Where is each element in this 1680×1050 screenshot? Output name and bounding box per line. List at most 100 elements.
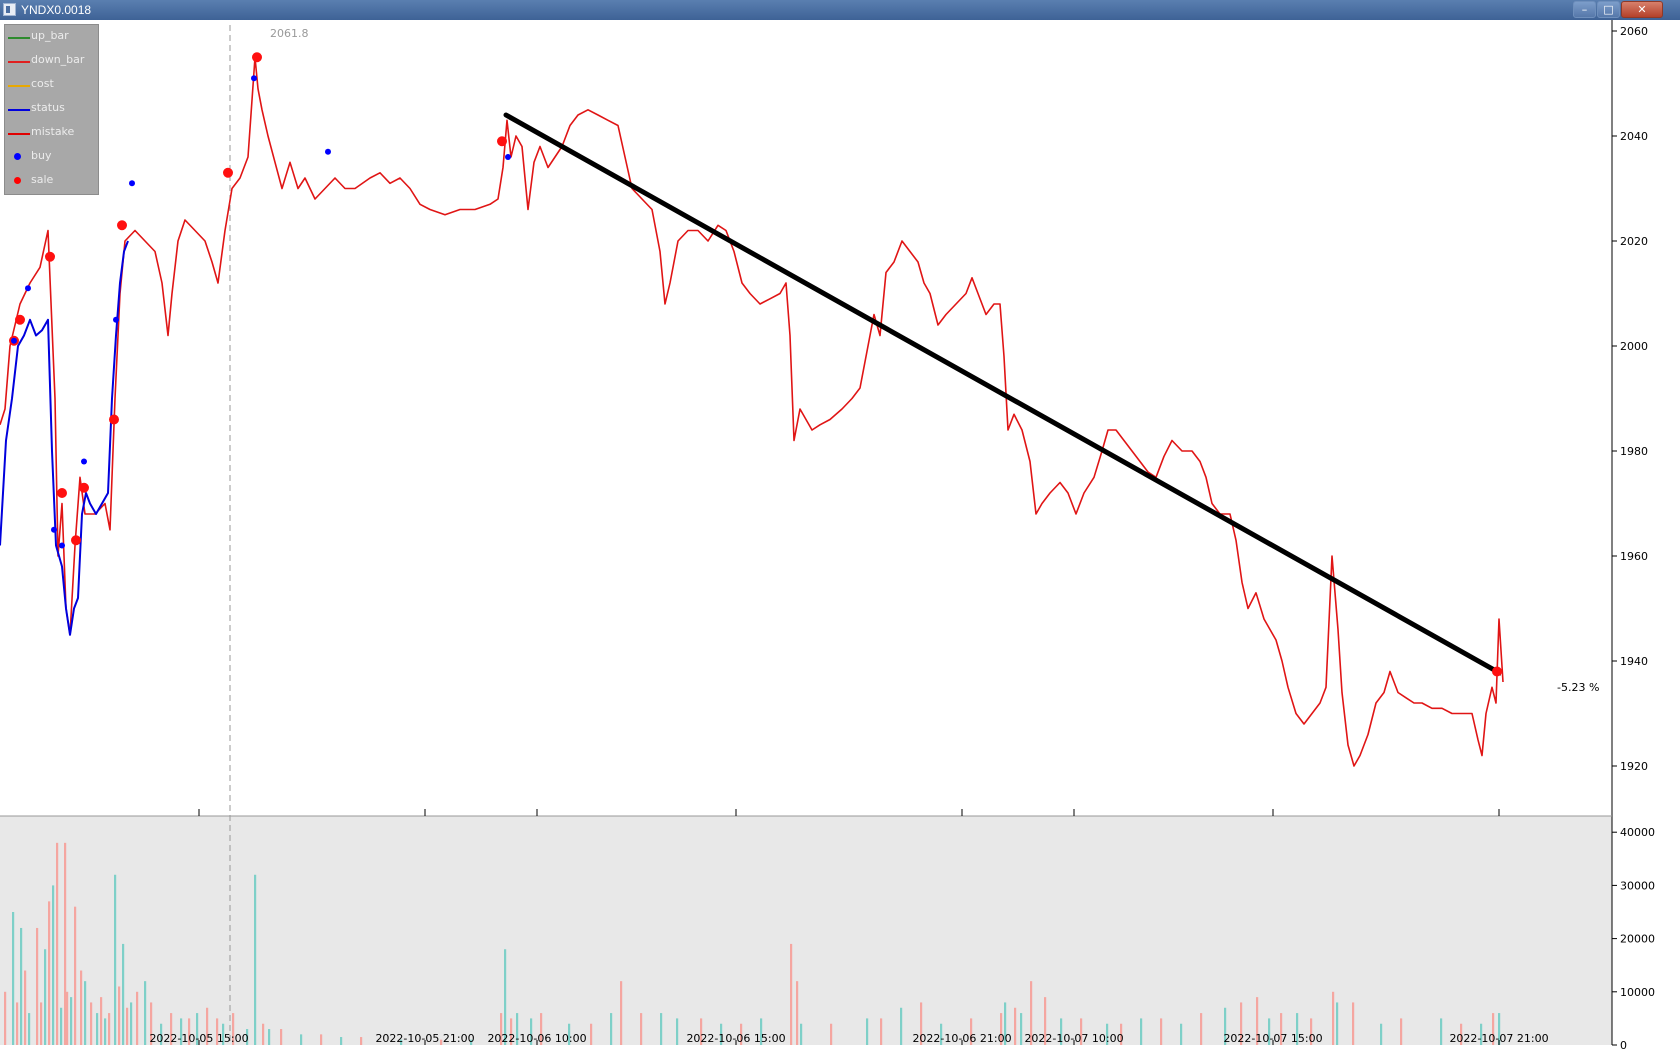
volume-bar: [530, 1018, 533, 1045]
buy-marker: [129, 180, 135, 187]
volume-bar: [320, 1034, 323, 1045]
volume-bar: [620, 981, 623, 1045]
x-tick-label: 2022-10-07 10:00: [1024, 1032, 1123, 1045]
window-title: YNDX0.0018: [21, 3, 92, 17]
volume-bar: [52, 885, 55, 1045]
volume-bar: [160, 1023, 163, 1045]
legend-item-down-bar[interactable]: down_bar: [5, 51, 100, 71]
trend-line-group[interactable]: [503, 112, 1501, 676]
legend-line-icon: [8, 85, 30, 87]
volume-bar: [1020, 1013, 1023, 1045]
sale-marker: [45, 251, 55, 262]
x-tick-label: 2022-10-06 15:00: [686, 1032, 785, 1045]
volume-bar: [24, 970, 27, 1045]
y-tick-label: 1940: [1620, 655, 1648, 668]
legend-item-buy[interactable]: buy: [5, 147, 100, 167]
volume-bar: [1180, 1023, 1183, 1045]
volume-bar: [1200, 1013, 1203, 1045]
volume-bar: [1106, 1023, 1109, 1045]
volume-bar: [254, 874, 257, 1045]
volume-bar: [216, 1018, 219, 1045]
legend-line-icon: [8, 37, 30, 39]
volume-bar: [590, 1023, 593, 1045]
volume-bar: [760, 1018, 763, 1045]
volume-bar: [1120, 1023, 1123, 1045]
volume-bar: [1352, 1002, 1355, 1045]
volume-bar: [1492, 1013, 1495, 1045]
volume-bar: [1332, 991, 1335, 1045]
close-button[interactable]: ✕: [1621, 1, 1663, 18]
volume-bar: [44, 949, 47, 1045]
volume-bar: [40, 1002, 43, 1045]
y-tick-label: 2060: [1620, 25, 1648, 38]
trend-line[interactable]: [503, 112, 1500, 674]
volume-bar: [1224, 1007, 1227, 1045]
volume-bar: [1380, 1023, 1383, 1045]
volume-bar: [400, 1039, 403, 1045]
volume-bar: [126, 1007, 129, 1045]
volume-bar: [1160, 1018, 1163, 1045]
volume-bar: [122, 943, 125, 1045]
volume-bar: [96, 1013, 99, 1045]
chart-area[interactable]: 1920 1940 1960 1980 2000 2020 2040 2060 0 10000 2…: [0, 20, 1680, 1050]
volume-bar: [676, 1018, 679, 1045]
volume-bar: [114, 874, 117, 1045]
legend-line-icon: [8, 109, 30, 111]
volume-bar: [60, 1007, 63, 1045]
volume-bar: [262, 1023, 265, 1045]
volume-bar: [510, 1018, 513, 1045]
y-tick-label: 1960: [1620, 550, 1648, 563]
legend-item-mistake[interactable]: mistake: [5, 123, 100, 143]
volume-bar: [246, 1029, 249, 1045]
x-tick-label: 2022-10-05 15:00: [149, 1032, 248, 1045]
volume-bar: [280, 1029, 283, 1045]
y-tick-label: 2000: [1620, 340, 1648, 353]
volume-bar: [568, 1023, 571, 1045]
volume-bar: [360, 1037, 363, 1045]
sale-marker: [57, 488, 67, 498]
volume-bar: [1044, 997, 1047, 1045]
buy-marker: [59, 542, 65, 549]
volume-bar: [796, 981, 799, 1045]
volume-bar: [880, 1018, 883, 1045]
volume-bar: [84, 981, 87, 1045]
volume-bar: [1030, 981, 1033, 1045]
legend-item-sale[interactable]: sale: [5, 171, 100, 191]
minimize-button[interactable]: –: [1573, 1, 1596, 18]
volume-bar: [790, 943, 793, 1045]
y-tick-label: 1920: [1620, 760, 1648, 773]
volume-bar: [1268, 1018, 1271, 1045]
volume-bar: [900, 1007, 903, 1045]
volume-bar: [118, 986, 121, 1045]
volume-bar: [660, 1013, 663, 1045]
volume-tick-label: 40000: [1620, 826, 1655, 839]
x-tick-label: 2022-10-06 10:00: [487, 1032, 586, 1045]
volume-bar: [540, 1013, 543, 1045]
volume-bar: [970, 1018, 973, 1045]
legend-panel[interactable]: up_bar down_bar cost status mistake buy …: [4, 24, 99, 195]
legend-item-cost[interactable]: cost: [5, 75, 100, 95]
buy-marker: [51, 526, 57, 533]
volume-bar: [920, 1002, 923, 1045]
volume-bar: [340, 1037, 343, 1045]
volume-bar: [470, 1039, 473, 1045]
legend-label: down_bar: [31, 53, 85, 66]
maximize-button[interactable]: □: [1597, 1, 1620, 18]
x-tick-label: 2022-10-07 15:00: [1223, 1032, 1322, 1045]
sale-marker: [79, 482, 89, 493]
app-icon: [3, 3, 16, 16]
legend-label: buy: [31, 149, 52, 162]
buy-marker: [325, 148, 331, 155]
y-tick-label: 2020: [1620, 235, 1648, 248]
volume-bar: [268, 1029, 271, 1045]
volume-bar: [1480, 1023, 1483, 1045]
volume-bar: [70, 997, 73, 1045]
volume-bar: [1014, 1007, 1017, 1045]
chart-canvas[interactable]: 1920 1940 1960 1980 2000 2020 2040 2060 0 10000 2…: [0, 20, 1680, 1050]
legend-label: mistake: [31, 125, 75, 138]
volume-bar: [144, 981, 147, 1045]
legend-item-status[interactable]: status: [5, 99, 100, 119]
volume-bar: [940, 1023, 943, 1045]
legend-item-up-bar[interactable]: up_bar: [5, 27, 100, 47]
